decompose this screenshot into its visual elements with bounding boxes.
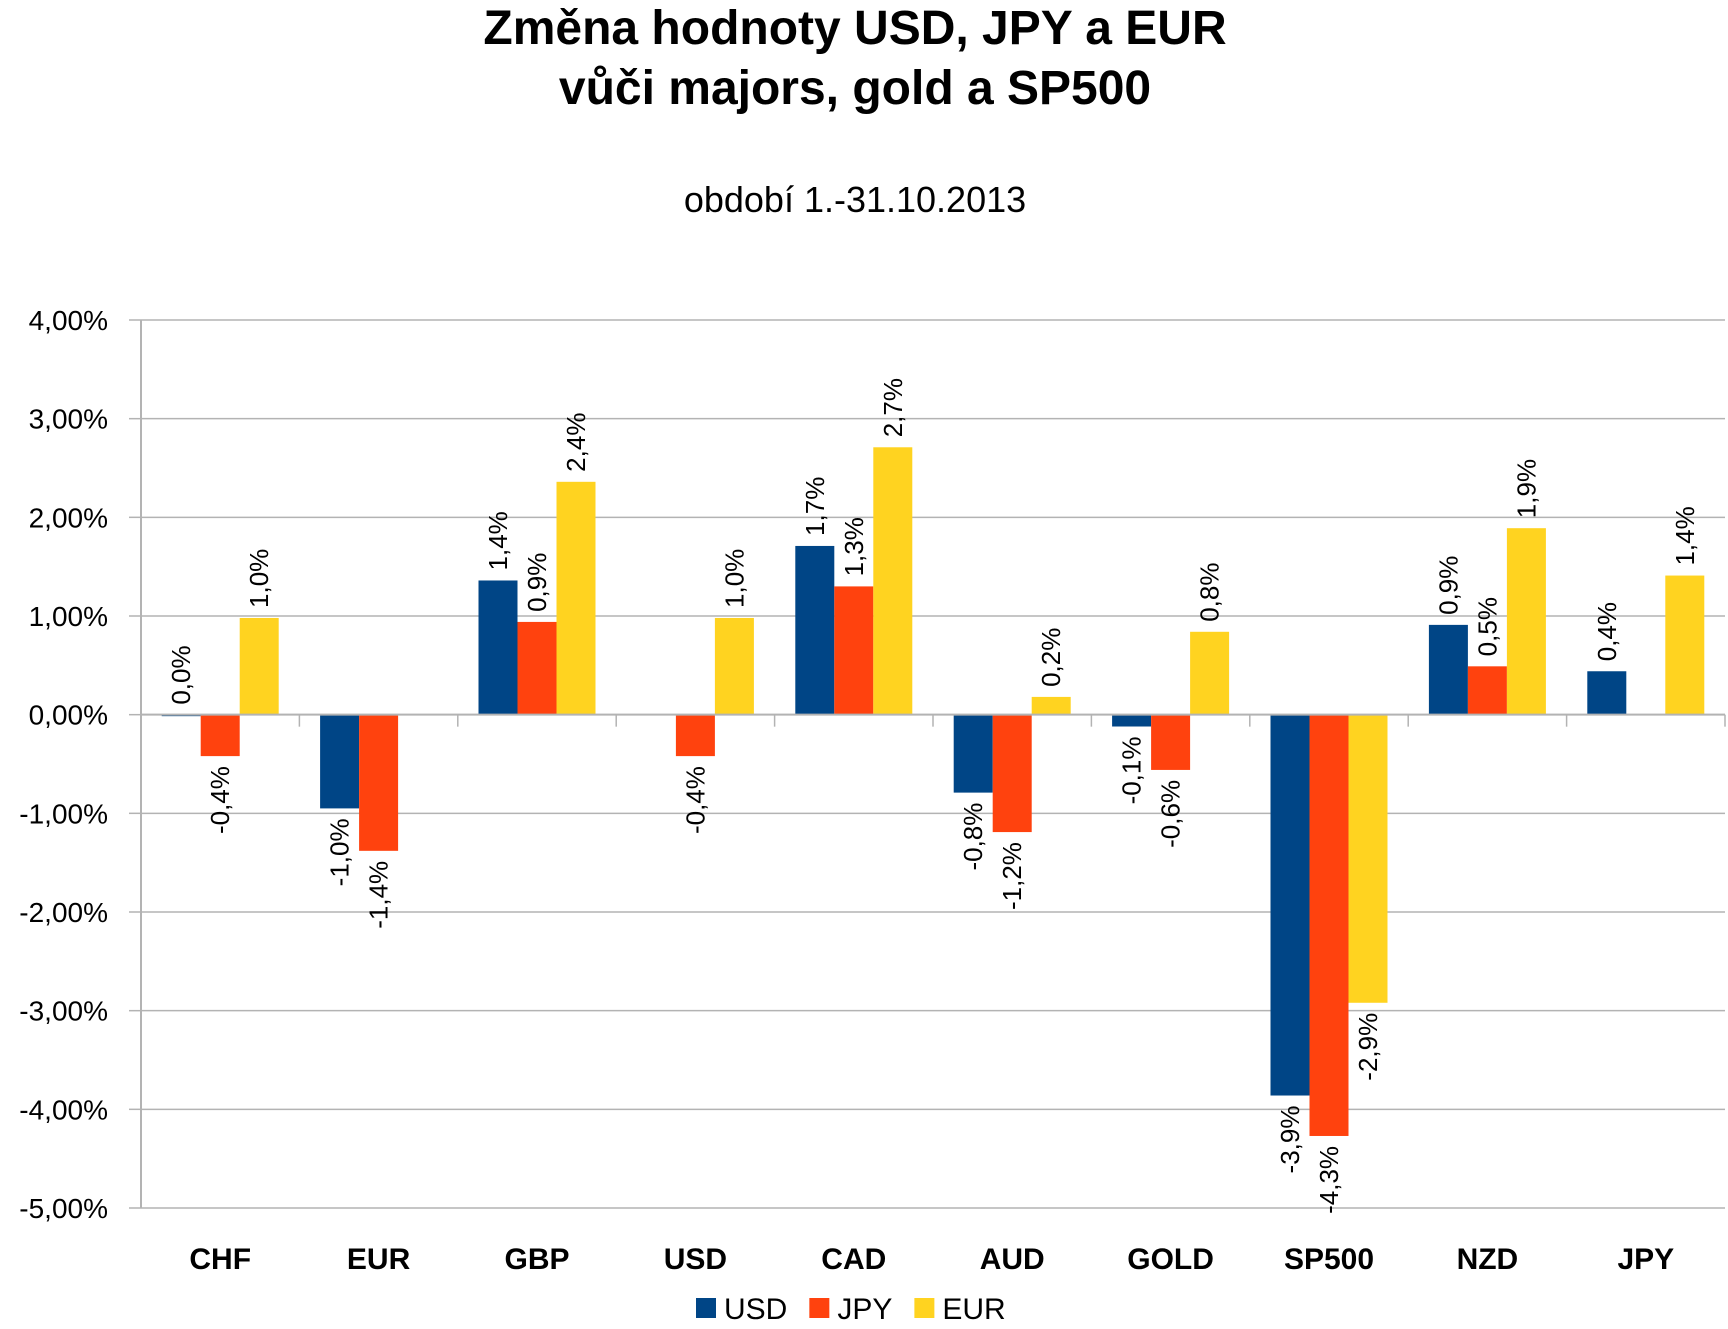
data-label: -0,8% — [958, 803, 988, 871]
bar-usd-aud — [953, 714, 993, 793]
bar-eur-cad — [873, 447, 913, 715]
y-tick-label: 1,00% — [29, 601, 108, 632]
bar-usd-eur — [320, 714, 360, 809]
y-tick-label: -3,00% — [19, 996, 108, 1027]
data-label: 0,9% — [522, 553, 552, 612]
bar-jpy-aud — [992, 714, 1032, 833]
bar-eur-gold — [1190, 631, 1230, 715]
data-label: 2,4% — [561, 413, 591, 472]
legend-swatch — [696, 1298, 716, 1318]
chart-title-line-2: vůči majors, gold a SP500 — [559, 62, 1151, 115]
bar-jpy-gold — [1151, 714, 1191, 770]
data-label: 0,0% — [166, 645, 196, 704]
legend-swatch — [914, 1298, 935, 1318]
x-tick-label: USD — [664, 1243, 727, 1276]
data-label: -0,4% — [205, 766, 235, 834]
chart-subtitle: období 1.-31.10.2013 — [684, 179, 1026, 220]
chart-title-line-1: Změna hodnoty USD, JPY a EUR — [483, 2, 1226, 55]
bar-jpy-gbp — [517, 621, 557, 715]
bar-eur-aud — [1031, 696, 1071, 715]
data-label: -3,9% — [1275, 1106, 1305, 1174]
data-label: 1,0% — [244, 549, 274, 608]
y-tick-label: -4,00% — [19, 1094, 108, 1125]
x-tick-label: NZD — [1457, 1243, 1519, 1276]
bar-jpy-sp500 — [1309, 714, 1349, 1136]
legend: USD JPY EUR — [696, 1293, 1006, 1326]
y-tick-label: 4,00% — [29, 305, 108, 336]
bar-eur-chf — [239, 617, 279, 715]
x-tick-label: GOLD — [1127, 1243, 1214, 1276]
data-label: 1,4% — [1670, 506, 1700, 565]
data-label: 1,0% — [719, 549, 749, 608]
x-tick-label: EUR — [347, 1243, 411, 1276]
data-label: -1,4% — [364, 861, 394, 929]
data-label: -4,3% — [1314, 1146, 1344, 1214]
data-label: 0,9% — [1433, 556, 1463, 615]
data-label: 1,9% — [1511, 459, 1541, 518]
bar-jpy-chf — [200, 714, 240, 757]
x-tick-label: JPY — [1617, 1243, 1674, 1276]
bar-usd-cad — [795, 545, 835, 715]
legend-label: USD — [724, 1293, 787, 1326]
y-tick-label: -5,00% — [19, 1193, 108, 1224]
data-label: 0,8% — [1195, 563, 1225, 622]
bar-jpy-nzd — [1467, 666, 1507, 715]
bar-usd-jpy — [1587, 671, 1627, 715]
data-label: -0,1% — [1117, 737, 1147, 805]
x-tick-label: GBP — [504, 1243, 569, 1276]
x-tick-label: SP500 — [1284, 1243, 1374, 1276]
bar-eur-nzd — [1506, 528, 1546, 715]
y-tick-label: 3,00% — [29, 404, 108, 435]
legend-label: JPY — [837, 1293, 892, 1326]
y-tick-label: -2,00% — [19, 897, 108, 928]
x-axis-ticks: CHF EUR GBP USD CAD AUD GOLD SP500 NZD JPY — [189, 1243, 1674, 1276]
bar-usd-sp500 — [1270, 714, 1310, 1096]
x-tick-label: CHF — [189, 1243, 251, 1276]
bar-usd-gbp — [478, 580, 518, 715]
data-label: -1,2% — [997, 842, 1027, 910]
data-label: 2,7% — [878, 378, 908, 437]
data-label: 1,7% — [800, 477, 830, 536]
bar-jpy-eur — [359, 714, 399, 851]
data-labels: 0,0% -0,4% 1,0% -1,0% -1,4% 1,4% 0,9% 2,4% -0,4%… — [166, 378, 1700, 1214]
bar-eur-usd — [714, 617, 754, 715]
axes — [140, 320, 1726, 1208]
bar-jpy-usd — [675, 714, 715, 757]
bar-jpy-cad — [834, 586, 874, 715]
data-label: -2,9% — [1353, 1013, 1383, 1081]
data-label: 1,3% — [839, 517, 869, 576]
data-label: -1,0% — [325, 818, 355, 886]
legend-label: EUR — [942, 1293, 1005, 1326]
y-tick-label: 2,00% — [29, 502, 108, 533]
legend-swatch — [809, 1298, 830, 1318]
data-label: 0,5% — [1472, 597, 1502, 656]
data-label: -0,6% — [1156, 780, 1186, 848]
bar-usd-nzd — [1428, 624, 1468, 715]
x-tick-label: AUD — [980, 1243, 1045, 1276]
bars — [161, 447, 1705, 1136]
data-label: 0,2% — [1036, 628, 1066, 687]
y-tick-label: 0,00% — [29, 700, 108, 731]
y-tick-label: -1,00% — [19, 798, 108, 829]
data-label: 1,4% — [483, 511, 513, 570]
bar-eur-sp500 — [1348, 714, 1388, 1003]
x-tick-label: CAD — [821, 1243, 886, 1276]
bar-eur-gbp — [556, 481, 596, 715]
data-label: 0,4% — [1592, 602, 1622, 661]
bar-eur-jpy — [1665, 575, 1705, 715]
data-label: -0,4% — [680, 766, 710, 834]
y-axis-ticks: 4,00% 3,00% 2,00% 1,00% 0,00% -1,00% -2,00% -3,… — [19, 305, 108, 1224]
bar-usd-gold — [1112, 714, 1152, 727]
